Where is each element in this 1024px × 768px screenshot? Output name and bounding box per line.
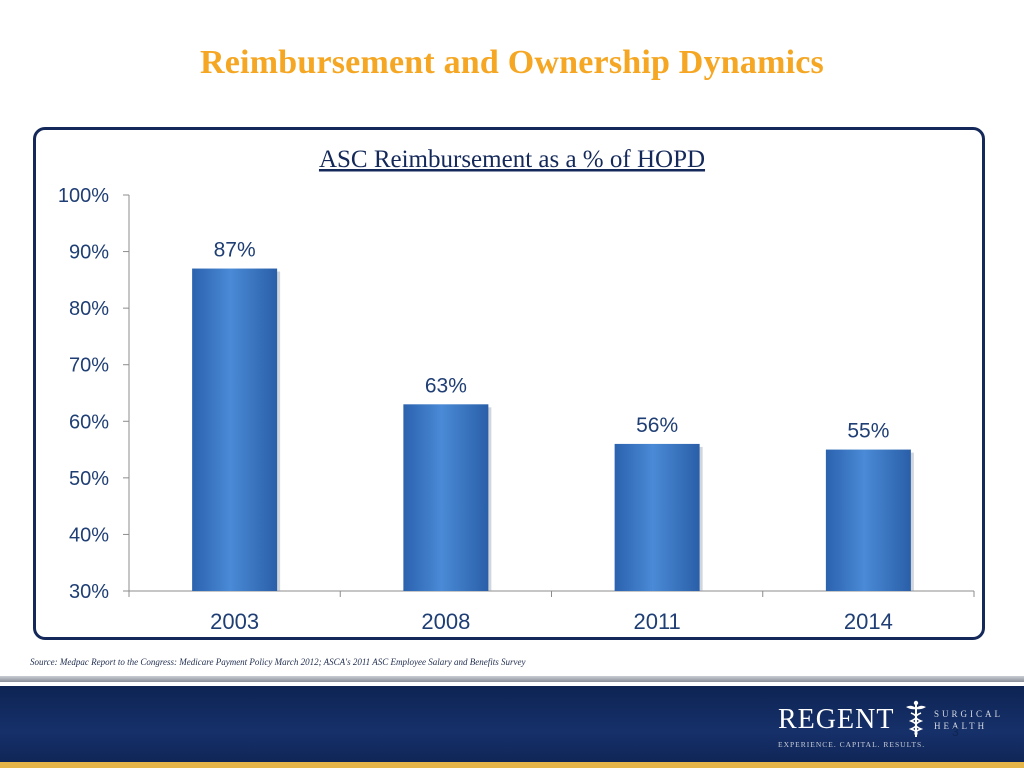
bar xyxy=(825,449,911,591)
y-tick-label: 100% xyxy=(58,185,109,207)
bar-chart: ASC Reimbursement as a % of HOPD 30% 40% 5… xyxy=(58,146,975,634)
y-tick-label: 80% xyxy=(69,298,109,320)
bar xyxy=(192,268,278,591)
brand-subtitle: SURGICAL HEALTH xyxy=(934,709,1004,731)
chart-title: ASC Reimbursement as a % of HOPD xyxy=(319,146,705,173)
y-tick-label: 90% xyxy=(69,242,109,264)
x-tick-label: 2008 xyxy=(421,609,470,634)
y-tick-label: 50% xyxy=(69,468,109,490)
y-tick-label: 40% xyxy=(69,524,109,546)
brand-logo: REGENT SURGICAL HEALTH EXPERIENCE. CAPIT… xyxy=(778,700,1000,756)
x-tick-label: 2011 xyxy=(633,609,680,634)
page-number: 3 xyxy=(952,725,959,739)
footer-accent-stripe xyxy=(0,762,1024,768)
data-label: 87% xyxy=(214,239,256,262)
bar xyxy=(614,443,700,591)
data-label: 55% xyxy=(847,420,889,443)
divider-stripe xyxy=(0,676,1024,682)
data-label: 63% xyxy=(425,374,467,397)
y-tick-label: 30% xyxy=(69,581,109,603)
divider-gap xyxy=(0,682,1024,686)
data-label: 56% xyxy=(636,414,678,437)
footer-band xyxy=(0,686,1024,762)
y-tick-label: 60% xyxy=(69,411,109,433)
source-note: Source: Medpac Report to the Congress: M… xyxy=(30,657,526,667)
bar xyxy=(403,404,489,591)
brand-name: REGENT xyxy=(778,704,895,735)
x-tick-label: 2014 xyxy=(844,609,893,634)
y-tick-label: 70% xyxy=(69,355,109,377)
brand-tagline: EXPERIENCE. CAPITAL. RESULTS. xyxy=(778,740,926,749)
x-tick-label: 2003 xyxy=(210,609,259,634)
slide-title: Reimbursement and Ownership Dynamics xyxy=(200,44,824,81)
caduceus-icon xyxy=(906,700,926,737)
